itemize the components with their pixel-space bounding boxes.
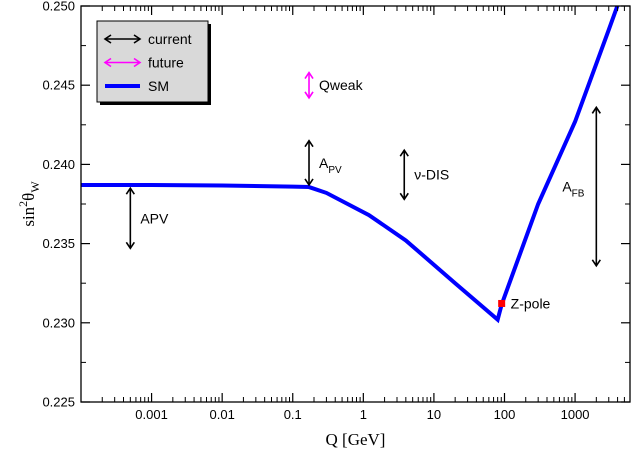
error-bar--dis-head-bottom [399, 192, 409, 201]
error-bar-qweak [304, 71, 314, 100]
annotation-apv: APV [319, 155, 342, 176]
y-tick-label: 0.245 [42, 78, 75, 93]
y-tick-label: 0.240 [42, 157, 75, 172]
annotation--dis-main: ν-DIS [414, 167, 449, 183]
error-bar-afb [591, 105, 601, 268]
y-axis-title: sin2θW [16, 181, 42, 227]
y-axis-title-sub: W [28, 181, 42, 193]
error-bar-afb-head-top [591, 105, 601, 114]
error-bar-apv-head-top [304, 139, 314, 148]
annotation-apv: APV [140, 210, 169, 226]
annotation-afb-sub: FB [572, 189, 585, 200]
legend-symbol-current-head-right [133, 34, 142, 44]
x-tick-label: 1000 [561, 407, 590, 422]
x-tick-label: 0.01 [210, 407, 235, 422]
legend-box [96, 20, 209, 103]
annotation-apv-main: A [319, 155, 329, 171]
error-bar-apv [125, 186, 136, 250]
error-bar--dis [399, 148, 409, 201]
annotation-qweak: Qweak [319, 77, 364, 93]
x-axis-title: Q [GeV] [326, 430, 386, 449]
legend-symbol-current-head-left [103, 34, 112, 44]
x-tick-label: 1 [360, 407, 367, 422]
error-bar-apv-head-bottom [304, 178, 314, 187]
x-tick-label: 0.001 [135, 407, 168, 422]
y-tick-label: 0.250 [42, 0, 75, 14]
y-tick-label: 0.230 [42, 315, 75, 330]
annotation-afb-main: A [562, 179, 572, 195]
y-axis-title-sup: 2 [16, 201, 30, 207]
series-line-sm [81, 6, 620, 324]
x-tick-label: 10 [427, 407, 441, 422]
error-bar--dis-head-top [399, 148, 409, 157]
legend-symbol-future [103, 57, 142, 68]
error-bar-qweak-head-bottom [304, 91, 314, 100]
error-bar-apv [304, 139, 314, 187]
annotation-apv-main: APV [140, 210, 169, 226]
error-bar-qweak-head-top [304, 71, 314, 79]
annotation--dis: ν-DIS [414, 167, 449, 183]
legend-symbol-future-head-right [133, 57, 142, 68]
error-bar-apv-head-top [125, 186, 136, 195]
legend-label-current: current [148, 31, 192, 47]
x-tick-label: 0.1 [284, 407, 302, 422]
error-bar-apv-head-bottom [125, 241, 136, 250]
y-axis-title-base: sin [19, 206, 38, 226]
legend-label-future: future [148, 55, 184, 71]
z-pole-label: Z-pole [511, 295, 551, 311]
y-tick-label: 0.235 [42, 236, 75, 251]
annotation-apv-sub: PV [328, 165, 342, 176]
legend-symbol-future-head-left [103, 57, 112, 68]
y-axis-title-theta: θ [19, 193, 38, 201]
error-bar-afb-head-bottom [591, 259, 601, 268]
legend-symbol-current [103, 34, 142, 44]
annotation-afb: AFB [562, 179, 584, 200]
annotation-qweak-main: Qweak [319, 77, 364, 93]
x-tick-label: 100 [494, 407, 516, 422]
legend-label-sm: SM [148, 78, 169, 94]
z-pole-marker [498, 299, 506, 307]
y-tick-label: 0.225 [42, 395, 75, 410]
